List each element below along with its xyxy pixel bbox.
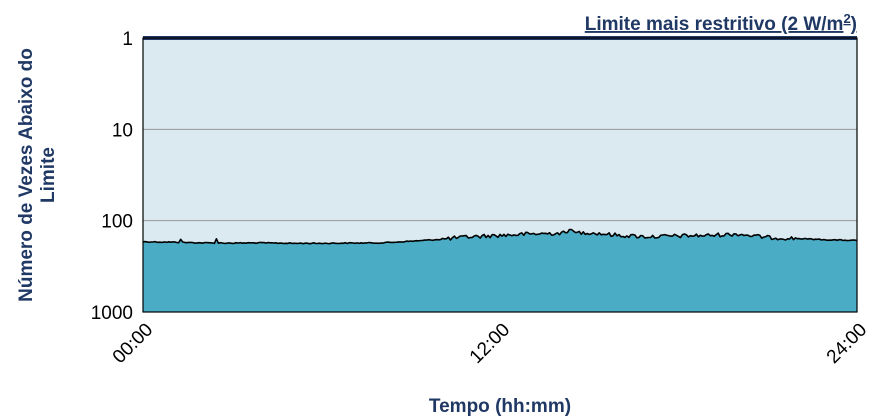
y-axis-label-line-1: Número de Vezes Abaixo do (16, 48, 37, 302)
y-tick-label: 100 (101, 212, 133, 233)
limit-annotation-suffix: ) (851, 14, 857, 35)
y-tick-label: 10 (112, 120, 133, 141)
limit-annotation: Limite mais restritivo (2 W/m2) (585, 11, 857, 35)
y-tick-label: 1000 (91, 303, 133, 324)
y-axis-label-line-2: Limite (38, 147, 59, 203)
x-tick-label: 12:00 (466, 319, 514, 367)
plot-frame (142, 37, 858, 313)
area-series (143, 229, 857, 312)
x-tick-label: 00:00 (109, 319, 157, 367)
grid-lines (143, 128, 857, 222)
y-tick-label: 1 (122, 29, 133, 50)
series-line (142, 228, 858, 245)
limit-annotation-text: Limite mais restritivo (2 W/m (585, 14, 844, 35)
limit-annotation-superscript: 2 (843, 11, 850, 26)
x-axis-label: Tempo (hh:mm) (429, 396, 571, 417)
x-tick-label: 24:00 (823, 319, 871, 367)
x-axis-ticks: 00:00 12:00 24:00 (109, 319, 871, 367)
y-axis-ticks: 1 10 100 1000 (91, 29, 133, 324)
